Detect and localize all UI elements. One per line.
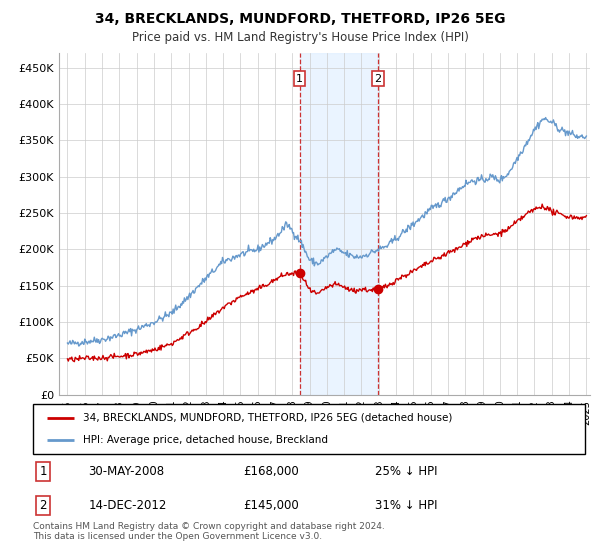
Text: 31% ↓ HPI: 31% ↓ HPI bbox=[375, 499, 438, 512]
Text: 34, BRECKLANDS, MUNDFORD, THETFORD, IP26 5EG (detached house): 34, BRECKLANDS, MUNDFORD, THETFORD, IP26… bbox=[83, 413, 452, 423]
Text: HPI: Average price, detached house, Breckland: HPI: Average price, detached house, Brec… bbox=[83, 435, 328, 445]
Text: 25% ↓ HPI: 25% ↓ HPI bbox=[375, 465, 438, 478]
Text: 1: 1 bbox=[39, 465, 47, 478]
Text: 30-MAY-2008: 30-MAY-2008 bbox=[88, 465, 164, 478]
Text: Price paid vs. HM Land Registry's House Price Index (HPI): Price paid vs. HM Land Registry's House … bbox=[131, 31, 469, 44]
Text: £145,000: £145,000 bbox=[243, 499, 299, 512]
Text: Contains HM Land Registry data © Crown copyright and database right 2024.
This d: Contains HM Land Registry data © Crown c… bbox=[33, 522, 385, 542]
FancyBboxPatch shape bbox=[33, 404, 585, 454]
Bar bbox=[299, 53, 378, 395]
Text: 2: 2 bbox=[39, 499, 47, 512]
Text: 34, BRECKLANDS, MUNDFORD, THETFORD, IP26 5EG: 34, BRECKLANDS, MUNDFORD, THETFORD, IP26… bbox=[95, 12, 505, 26]
Text: 1: 1 bbox=[296, 73, 303, 83]
Text: 2: 2 bbox=[374, 73, 382, 83]
Text: £168,000: £168,000 bbox=[243, 465, 299, 478]
Text: 14-DEC-2012: 14-DEC-2012 bbox=[88, 499, 167, 512]
